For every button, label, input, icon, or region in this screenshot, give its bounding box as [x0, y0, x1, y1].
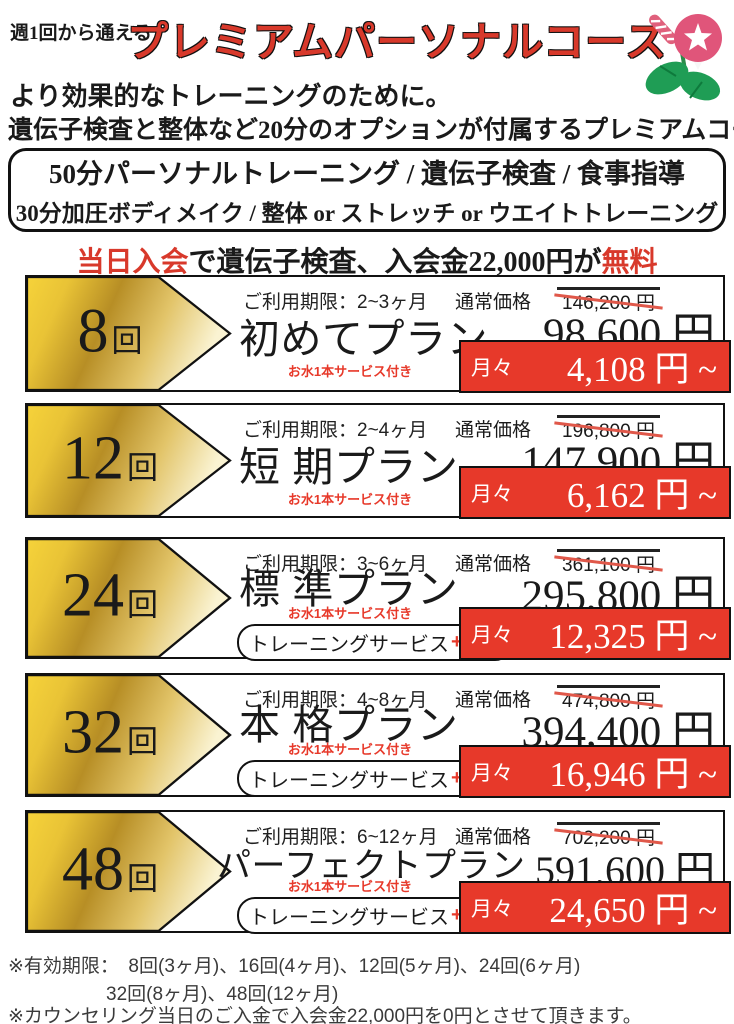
monthly-price-badge: 月々 24,650 円 ~: [459, 881, 731, 934]
plan-card-24: 24回 ご利用期限：3~6ヶ月 標 準プラン お水1本サービス付き トレーニング…: [25, 537, 731, 661]
monthly-label: 月々: [471, 355, 513, 380]
gold-arrow-ribbon-icon: [26, 811, 232, 932]
regular-price-struck: 196,800 円: [557, 415, 660, 444]
monthly-amount: 12,325 円 ~: [549, 617, 717, 656]
monthly-label: 月々: [471, 481, 513, 506]
water-bonus-note: お水1本サービス付き: [287, 492, 413, 507]
plan-name: 短 期プラン: [239, 444, 459, 490]
plan-card-48: 48回 ご利用期限：6~12ヶ月 パーフェクトプラン お水1本サービス付き トレ…: [25, 810, 731, 934]
water-bonus-note: お水1本サービス付き: [287, 742, 413, 757]
regular-price-row: 通常価格 146,200 円: [455, 287, 660, 316]
regular-price-struck: 361,100 円: [557, 549, 660, 578]
monthly-amount: 6,162 円 ~: [566, 476, 717, 515]
usage-period: ご利用期限：6~12ヶ月: [243, 827, 438, 848]
session-count: 24回: [31, 560, 189, 631]
session-count: 8回: [31, 296, 189, 367]
regular-price-label: 通常価格: [455, 827, 532, 848]
header-tagline: 週1回から通える: [10, 23, 152, 44]
validity-note-line2: 32回(8ヶ月)、48回(12ヶ月): [106, 984, 339, 1005]
plan-name: 本 格プラン: [239, 702, 459, 748]
water-bonus-note: お水1本サービス付き: [287, 606, 413, 621]
validity-note-line1: ※有効期限： 8回(3ヶ月)、16回(4ヶ月)、12回(5ヶ月)、24回(6ヶ月…: [8, 956, 581, 977]
regular-price-label: 通常価格: [455, 420, 532, 441]
training-service-label: トレーニングサービス: [249, 907, 449, 929]
regular-price-struck: 702,200 円: [557, 822, 660, 851]
monthly-price-badge: 月々 6,162 円 ~: [459, 466, 731, 519]
session-unit: 回: [111, 322, 143, 358]
regular-price-row: 通常価格 361,100 円: [455, 549, 660, 578]
session-number: 12: [62, 423, 124, 492]
regular-price-struck: 146,200 円: [557, 287, 660, 316]
monthly-label: 月々: [471, 622, 513, 647]
usage-period: ご利用期限：4~8ヶ月: [243, 690, 428, 711]
gold-arrow-ribbon-icon: [26, 674, 232, 796]
subtitle-line2: 遺伝子検査と整体など20分のオプションが付属するプレミアムコース: [8, 117, 734, 144]
monthly-price-badge: 月々 4,108 円 ~: [459, 340, 731, 393]
gold-arrow-ribbon-icon: [26, 404, 232, 517]
counseling-note: ※カウンセリング当日のご入金で入会金22,000円を0円とさせて頂きます。: [8, 1006, 642, 1024]
session-number: 32: [62, 698, 124, 767]
plan-card-32: 32回 ご利用期限：4~8ヶ月 本 格プラン お水1本サービス付き トレーニング…: [25, 673, 731, 798]
regular-price-label: 通常価格: [455, 690, 532, 711]
promo-highlight-join: 当日入会: [76, 247, 189, 278]
monthly-amount: 24,650 円 ~: [549, 891, 717, 930]
regular-price-label: 通常価格: [455, 554, 532, 575]
plan-card-8: 8回 ご利用期限：2~3ヶ月 初めてプラン お水1本サービス付き 通常価格 14…: [25, 275, 731, 393]
session-count: 48回: [31, 834, 189, 905]
promo-highlight-free: 無料: [601, 247, 658, 278]
promo-middle-text: で遺伝子検査、入会金22,000円が: [188, 247, 602, 278]
training-service-label: トレーニングサービス: [249, 770, 449, 792]
page-title: プレミアムパーソナルコース: [127, 19, 668, 65]
monthly-label: 月々: [471, 760, 513, 785]
course-contents-line1: 50分パーソナルトレーニング / 遺伝子検査 / 食事指導: [48, 159, 685, 189]
gold-arrow-ribbon-icon: [26, 538, 232, 658]
course-contents-line2: 30分加圧ボディメイク / 整体 or ストレッチ or ウエイトトレーニング: [15, 201, 719, 226]
session-count: 12回: [31, 423, 189, 494]
course-contents-box: 50分パーソナルトレーニング / 遺伝子検査 / 食事指導 30分加圧ボディメイ…: [8, 148, 726, 232]
session-unit: 回: [127, 449, 158, 485]
monthly-label: 月々: [471, 896, 513, 921]
subtitle-line1: より効果的なトレーニングのために。: [10, 82, 452, 111]
regular-price-row: 通常価格 196,800 円: [455, 415, 660, 444]
session-unit: 回: [127, 860, 158, 896]
plan-card-12: 12回 ご利用期限：2~4ヶ月 短 期プラン お水1本サービス付き 通常価格 1…: [25, 403, 731, 519]
session-number: 8: [77, 296, 109, 365]
regular-price-struck: 474,800 円: [557, 685, 660, 714]
session-unit: 回: [127, 587, 158, 623]
plan-name: 初めてプラン: [239, 316, 488, 362]
monthly-amount: 16,946 円 ~: [549, 755, 717, 794]
monthly-price-badge: 月々 12,325 円 ~: [459, 607, 731, 660]
water-bonus-note: お水1本サービス付き: [287, 879, 413, 894]
regular-price-row: 通常価格 474,800 円: [455, 685, 660, 714]
water-bonus-note: お水1本サービス付き: [287, 364, 413, 379]
training-service-label: トレーニングサービス: [249, 634, 449, 656]
regular-price-row: 通常価格 702,200 円: [455, 822, 660, 851]
usage-period: ご利用期限：2~4ヶ月: [243, 420, 428, 441]
usage-period: ご利用期限：3~6ヶ月: [243, 554, 428, 575]
monthly-price-badge: 月々 16,946 円 ~: [459, 745, 731, 798]
session-unit: 回: [127, 724, 158, 760]
plan-name: 標 準プラン: [239, 566, 459, 612]
session-number: 24: [62, 561, 124, 630]
session-number: 48: [62, 834, 124, 903]
regular-price-label: 通常価格: [455, 292, 532, 313]
morning-glory-flower-icon: [645, 14, 722, 101]
gold-arrow-ribbon-icon: [26, 276, 232, 391]
usage-period: ご利用期限：2~3ヶ月: [243, 292, 428, 313]
session-count: 32回: [31, 697, 189, 768]
monthly-amount: 4,108 円 ~: [566, 350, 717, 389]
plan-name: パーフェクトプラン: [217, 847, 526, 885]
same-day-promo: 当日入会で遺伝子検査、入会金22,000円が無料: [0, 240, 734, 280]
